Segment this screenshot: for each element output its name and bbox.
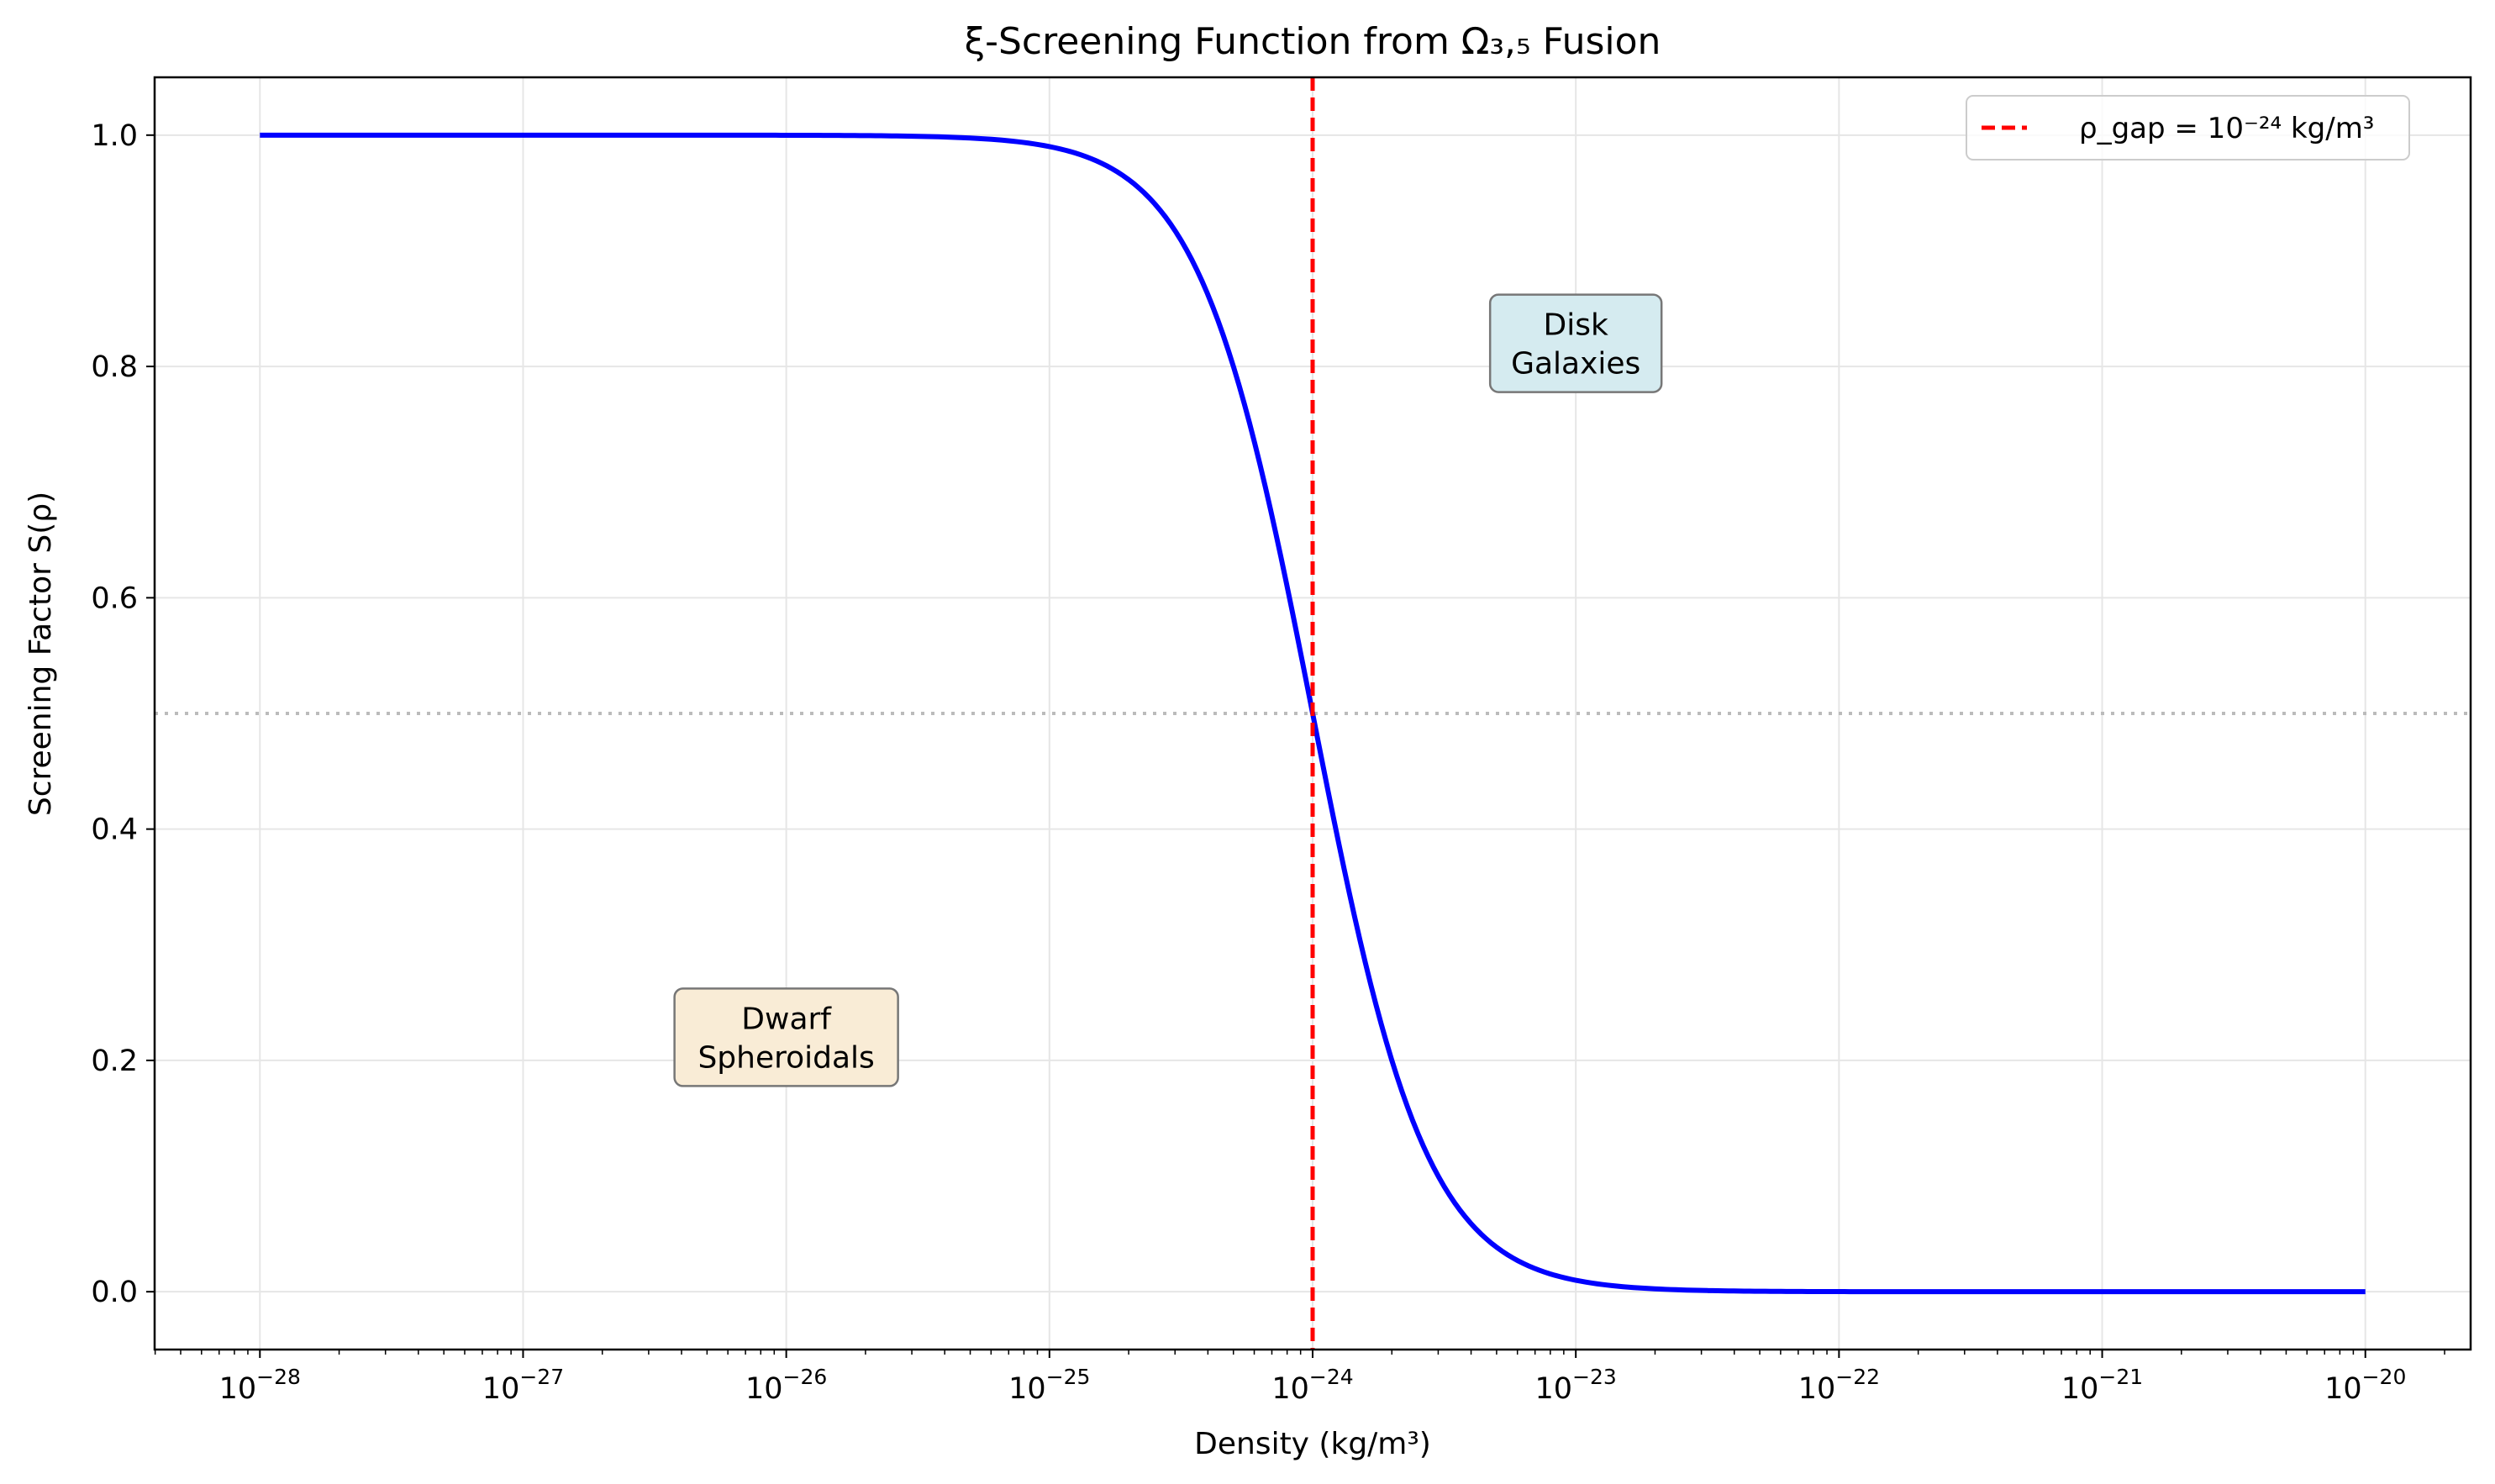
chart-title: ξ-Screening Function from Ω₃,₅ Fusion (965, 20, 1661, 63)
annotation-text: Dwarf (741, 1002, 832, 1036)
x-tick-label: 10−28 (219, 1365, 301, 1406)
y-tick-label: 1.0 (91, 119, 138, 153)
y-tick-label: 0.4 (91, 813, 138, 847)
y-tick-label: 0.0 (91, 1276, 138, 1309)
x-tick-label: 10−21 (2061, 1365, 2143, 1406)
annotation-text: Disk (1544, 308, 1608, 343)
legend: ρ_gap = 10⁻²⁴ kg/m³ (1966, 95, 2410, 161)
x-axis-label: Density (kg/m³) (1194, 1427, 1431, 1461)
annotation-layer: Disk Galaxies Dwarf Spheroidals (673, 293, 1663, 1087)
legend-box (1966, 95, 2410, 161)
x-tick-label: 10−26 (745, 1365, 827, 1406)
annotation-box (673, 987, 899, 1087)
tick-layer: 10−28 10−27 10−26 10−25 10−24 10−23 10−22 10−21… (91, 119, 2445, 1406)
y-tick-label: 0.2 (91, 1045, 138, 1078)
x-tick-label: 10−24 (1271, 1365, 1353, 1406)
annotation-box (1488, 293, 1663, 393)
annotation-text: Spheroidals (697, 1040, 874, 1075)
x-tick-label: 10−22 (1798, 1365, 1880, 1406)
y-tick-label: 0.8 (91, 350, 138, 384)
x-tick-label: 10−20 (2324, 1365, 2406, 1406)
x-tick-label: 10−23 (1535, 1365, 1617, 1406)
series-layer (260, 77, 2366, 1350)
y-axis-label: Screening Factor S(ρ) (24, 492, 58, 816)
annotation-dwarf-spheroidals: Dwarf Spheroidals (673, 987, 899, 1087)
annotation-disk-galaxies: Disk Galaxies (1488, 293, 1663, 393)
x-tick-label: 10−27 (482, 1365, 564, 1406)
annotation-text: Galaxies (1511, 347, 1640, 382)
legend-label: ρ_gap = 10⁻²⁴ kg/m³ (2079, 112, 2374, 145)
x-tick-label: 10−25 (1008, 1365, 1090, 1406)
y-tick-label: 0.6 (91, 581, 138, 615)
